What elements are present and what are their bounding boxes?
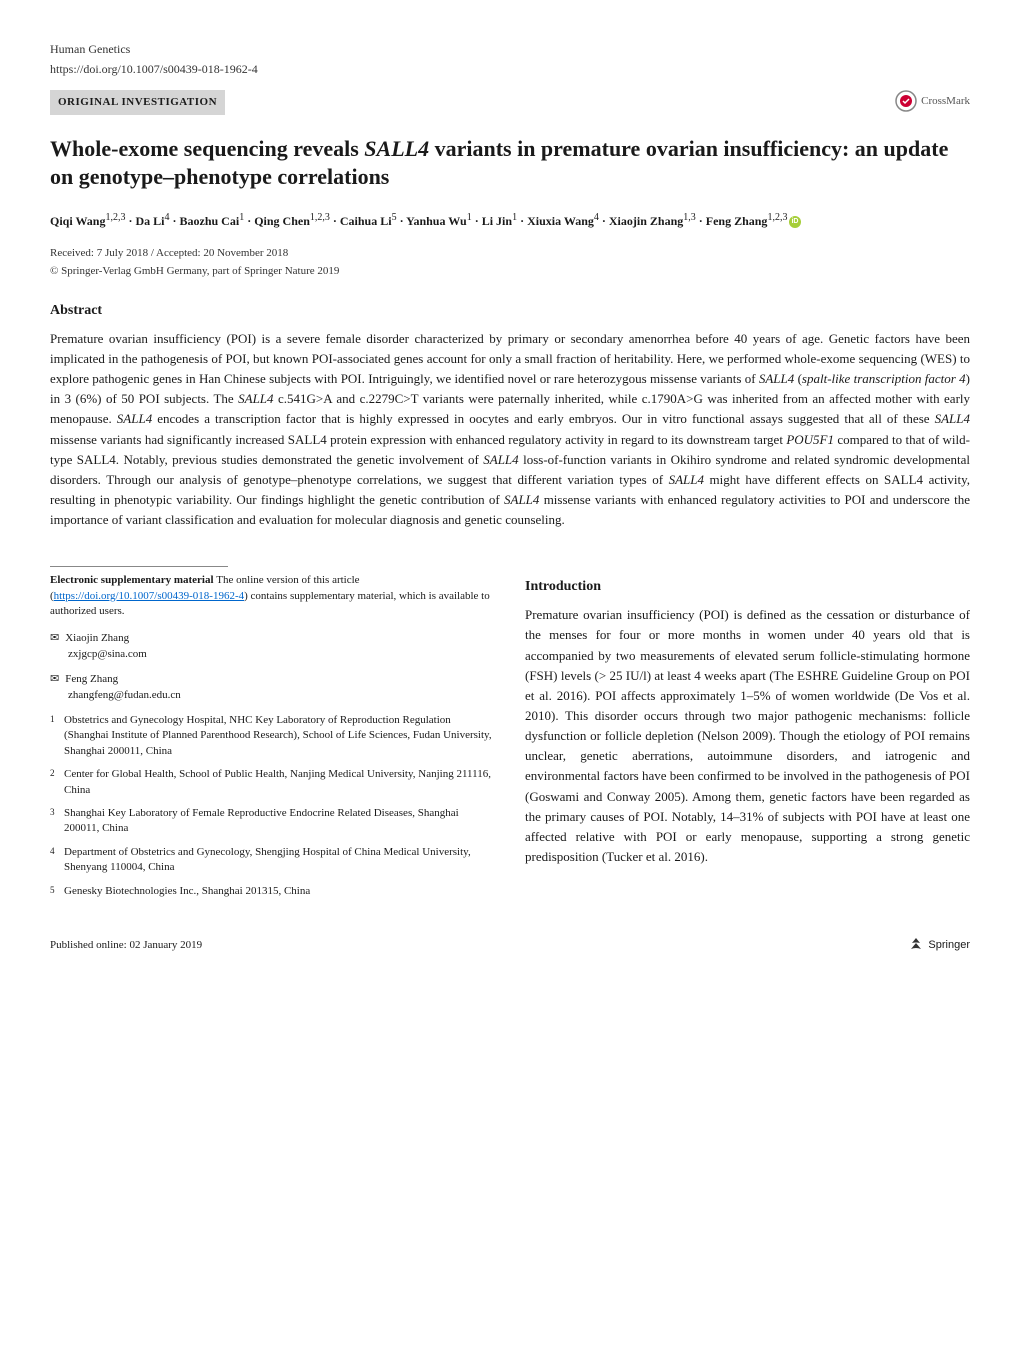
page-header: Human Genetics https://doi.org/10.1007/s…	[50, 40, 970, 78]
springer-icon	[908, 937, 924, 953]
affiliation-item: 5Genesky Biotechnologies Inc., Shanghai …	[50, 884, 495, 899]
corresponding-email: zxjgcp@sina.com	[68, 647, 495, 662]
corresponding-authors: ✉Xiaojin Zhangzxjgcp@sina.com ✉Feng Zhang…	[50, 631, 495, 703]
supplementary-material: Electronic supplementary material The on…	[50, 573, 495, 619]
envelope-icon: ✉	[50, 632, 59, 644]
corresponding-email: zhangfeng@fudan.edu.cn	[68, 688, 495, 703]
introduction-text: Premature ovarian insufficiency (POI) is…	[525, 605, 970, 867]
page-footer: Published online: 02 January 2019 Spring…	[50, 937, 970, 954]
introduction-heading: Introduction	[525, 576, 970, 597]
abstract-heading: Abstract	[50, 300, 970, 321]
publisher-logo: Springer	[908, 937, 970, 954]
publisher-name: Springer	[928, 937, 970, 954]
left-column: Electronic supplementary material The on…	[50, 560, 495, 907]
affiliation-item: 4Department of Obstetrics and Gynecology…	[50, 845, 495, 876]
envelope-icon: ✉	[50, 673, 59, 685]
corresponding-author: ✉Xiaojin Zhangzxjgcp@sina.com	[50, 631, 495, 662]
affiliation-item: 3Shanghai Key Laboratory of Female Repro…	[50, 806, 495, 837]
copyright-line: © Springer-Verlag GmbH Germany, part of …	[50, 263, 970, 280]
crossmark-icon	[895, 90, 917, 112]
affiliation-item: 1Obstetrics and Gynecology Hospital, NHC…	[50, 713, 495, 759]
supp-label: Electronic supplementary material	[50, 574, 214, 586]
affiliations-list: 1Obstetrics and Gynecology Hospital, NHC…	[50, 713, 495, 899]
affiliation-item: 2Center for Global Health, School of Pub…	[50, 767, 495, 798]
authors-list: Qiqi Wang1,2,3 · Da Li4 · Baozhu Cai1 · …	[50, 210, 970, 231]
crossmark-label: CrossMark	[921, 93, 970, 110]
article-category: ORIGINAL INVESTIGATION	[50, 90, 225, 115]
article-title: Whole-exome sequencing reveals SALL4 var…	[50, 135, 970, 192]
supp-doi-link[interactable]: https://doi.org/10.1007/s00439-018-1962-…	[54, 590, 244, 602]
corresponding-author: ✉Feng Zhangzhangfeng@fudan.edu.cn	[50, 672, 495, 703]
orcid-icon[interactable]	[789, 216, 801, 228]
doi-line: https://doi.org/10.1007/s00439-018-1962-…	[50, 60, 970, 78]
separator-line	[50, 566, 228, 567]
published-online: Published online: 02 January 2019	[50, 937, 202, 954]
article-dates: Received: 7 July 2018 / Accepted: 20 Nov…	[50, 245, 970, 262]
abstract-text: Premature ovarian insufficiency (POI) is…	[50, 329, 970, 530]
journal-name: Human Genetics	[50, 40, 970, 58]
right-column: Introduction Premature ovarian insuffici…	[525, 560, 970, 907]
two-column-layout: Electronic supplementary material The on…	[50, 560, 970, 907]
crossmark-badge[interactable]: CrossMark	[895, 90, 970, 112]
